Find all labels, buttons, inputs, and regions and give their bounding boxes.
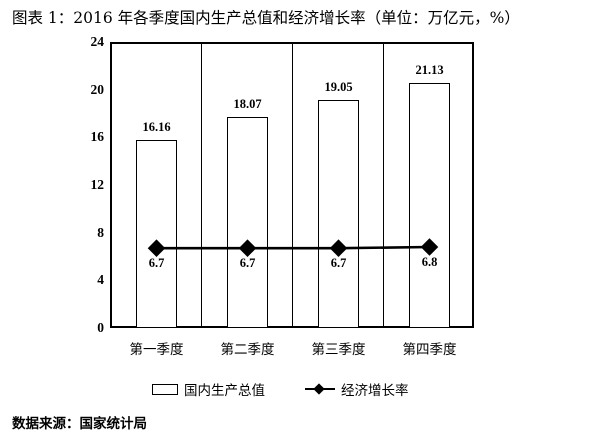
- bar-swatch-icon: [152, 383, 178, 395]
- source-note: 数据来源：国家统计局: [12, 416, 147, 432]
- x-category-label-q3: 第三季度: [311, 342, 366, 358]
- bar-value-label-q4: 21.13: [415, 63, 444, 77]
- x-category-label-q2: 第二季度: [220, 342, 275, 358]
- legend-label-gdp: 国内生产总值: [184, 383, 265, 399]
- category-separator: [201, 42, 202, 328]
- x-category-label-q4: 第四季度: [402, 342, 457, 358]
- x-category-label-q1: 第一季度: [129, 342, 184, 358]
- y-tick-label: 0: [97, 320, 104, 335]
- bar-q2[interactable]: [227, 116, 268, 328]
- y-tick-label: 20: [90, 81, 105, 97]
- bar-value-label-q2: 18.07: [233, 97, 262, 111]
- chart-legend: 国内生产总值 经济增长率: [152, 378, 452, 400]
- line-diamond-swatch-icon: [305, 383, 335, 395]
- y-tick-label: 16: [90, 129, 105, 145]
- legend-label-growth-rate: 经济增长率: [341, 383, 409, 399]
- point-value-label-q2: 6.7: [239, 256, 256, 270]
- bar-q3[interactable]: [318, 100, 359, 328]
- bar-q1[interactable]: [136, 139, 177, 328]
- y-tick-label: 12: [90, 177, 105, 192]
- point-value-label-q4: 6.8: [421, 255, 438, 269]
- category-separator: [292, 42, 293, 328]
- bar-q4[interactable]: [409, 83, 450, 328]
- legend-item-growth-rate[interactable]: 经济增长率: [305, 379, 409, 399]
- y-tick-label: 24: [90, 34, 105, 49]
- bar-value-label-q3: 19.05: [324, 80, 353, 94]
- category-separator: [383, 42, 384, 328]
- chart-title: 图表 1：2016 年各季度国内生产总值和经济增长率（单位：万亿元，%）: [12, 9, 520, 27]
- legend-item-gdp[interactable]: 国内生产总值: [152, 379, 265, 399]
- point-value-label-q3: 6.7: [330, 256, 347, 270]
- y-tick-label: 4: [97, 272, 104, 288]
- y-tick-label: 8: [97, 224, 104, 240]
- bar-value-label-q1: 16.16: [142, 120, 171, 134]
- point-value-label-q1: 6.7: [148, 256, 165, 270]
